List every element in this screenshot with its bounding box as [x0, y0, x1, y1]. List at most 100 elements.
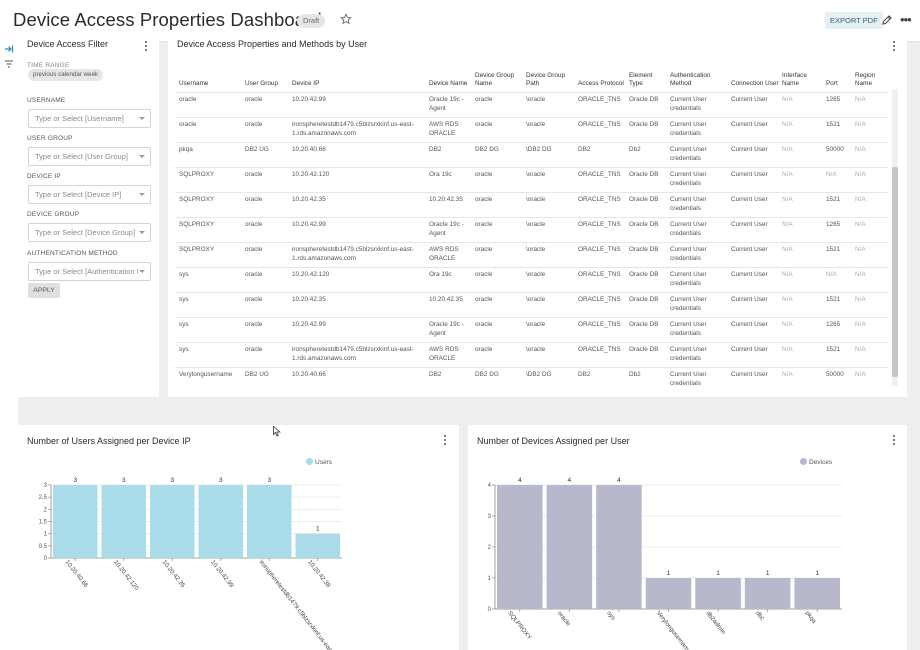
table-cell: AWS RDS ORACLE [429, 121, 459, 137]
column-header[interactable]: Interface Name [782, 72, 807, 87]
column-header[interactable]: Username [179, 80, 209, 87]
chart2-menu-icon[interactable] [892, 435, 896, 447]
table-cell: DB2 DG [475, 146, 499, 153]
x-tick-label: 10.20.42.120 [112, 559, 140, 592]
column-header[interactable]: Access Protocol [578, 80, 624, 87]
page-title: Device Access Properties Dashboard [13, 9, 322, 30]
y-tick-label: 3 [488, 514, 492, 520]
bar [101, 485, 146, 558]
table-cell: Oracle DB [629, 96, 659, 103]
table-panel-menu-icon[interactable] [892, 41, 896, 53]
table-scrollbar[interactable] [892, 89, 898, 386]
table-cell: ORACLE_TNS [578, 196, 621, 203]
data-label: 4 [518, 477, 522, 484]
table-cell: sys [179, 271, 189, 278]
column-header[interactable]: Device Name [429, 80, 468, 87]
table-cell: N/A [855, 246, 866, 253]
table-cell: sys [179, 346, 189, 353]
device-group-select[interactable]: Type or Select [Device Group] [28, 223, 151, 242]
table-row[interactable]: sys oracle 10.20.42.35 10.20.42.35 oracle \or… [175, 292, 888, 318]
time-range-chip[interactable]: previous calendar week [28, 69, 104, 81]
table-cell: oracle [245, 321, 263, 328]
table-row[interactable]: SQLPROXY oracle 10.20.42.120 Ora 19c oracle \… [175, 167, 888, 193]
table-row[interactable]: Verylongusername DB2 UG 10.20.40.66 DB2 DB2 … [175, 367, 888, 387]
expand-sidebar-icon[interactable] [4, 44, 14, 54]
table-cell: Oracle 19c - Agent [429, 96, 464, 112]
table-cell: 50000 [826, 146, 844, 153]
x-tick-label: SQLPROXY [506, 610, 532, 641]
star-icon[interactable] [340, 13, 352, 25]
bar [150, 485, 195, 558]
table-row[interactable]: pkqa DB2 UG 10.20.40.66 DB2 DB2 DG \DB2 DG DB2… [175, 142, 888, 168]
filter-icon[interactable] [4, 59, 14, 69]
table-row[interactable]: SQLPROXY oracle 10.20.42.99 Oracle 19c - Ag… [175, 217, 888, 243]
table-row[interactable]: oracle oracle 10.20.42.99 Oracle 19c - Agen… [175, 92, 888, 118]
bar [695, 578, 741, 609]
table-cell: oracle [245, 246, 263, 253]
table-cell: Current User [731, 221, 768, 228]
table-cell: 50000 [826, 371, 844, 378]
bar [546, 485, 593, 609]
table-cell: Current User [731, 96, 768, 103]
column-header[interactable]: Device Group Path [526, 72, 566, 87]
table-cell: 10.20.40.66 [292, 371, 326, 378]
table-cell: Current User credentials [670, 346, 707, 362]
data-label: 3 [219, 477, 223, 484]
table-cell: ORACLE_TNS [578, 221, 621, 228]
device-ip-label: DEVICE IP [27, 173, 61, 180]
table-cell: oracle [475, 271, 493, 278]
table-cell: Current User [731, 321, 768, 328]
table-cell: Db2 [629, 371, 641, 378]
data-label: 1 [766, 570, 770, 577]
column-header[interactable]: User Group [245, 80, 279, 87]
table-row[interactable]: sys oracle ironspheretestdb1479.c5blzsrxki… [175, 342, 888, 368]
table-row[interactable]: oracle oracle ironspheretestdb1479.c5blzsr… [175, 117, 888, 143]
scrollbar-thumb[interactable] [892, 167, 898, 377]
filter-panel-menu-icon[interactable] [144, 41, 148, 53]
column-header[interactable]: Device Group Name [475, 72, 515, 87]
table-cell: Oracle 19c - Agent [429, 321, 464, 337]
x-tick-label: ironspheretestdb1479.c5blzsrxkinf.us-eas… [258, 559, 346, 650]
column-header[interactable]: Region Name [855, 72, 876, 87]
column-header[interactable]: Connection User [731, 80, 779, 87]
table-cell: oracle [245, 296, 263, 303]
table-cell: ORACLE_TNS [578, 96, 621, 103]
filter-panel: Device Access Filter TIME RANGE previous… [18, 37, 159, 397]
table-cell: 1265 [826, 221, 841, 228]
auth-method-select[interactable]: Type or Select [Authentication Method] [28, 262, 151, 281]
table-cell: sys [179, 296, 189, 303]
y-tick-label: 1 [44, 532, 48, 538]
bar [794, 578, 840, 609]
table-cell: N/A [782, 346, 793, 353]
column-header[interactable]: Element Type [629, 72, 653, 87]
table-cell: 10.20.42.35 [292, 196, 326, 203]
table-cell: N/A [782, 321, 793, 328]
bar [53, 485, 98, 558]
table-cell: 1521 [826, 121, 841, 128]
table-row[interactable]: SQLPROXY oracle 10.20.42.35 10.20.42.35 orac… [175, 192, 888, 218]
apply-button[interactable]: APPLY [28, 283, 60, 298]
left-rail [0, 41, 18, 650]
device-ip-select[interactable]: Type or Select [Device IP] [28, 185, 151, 204]
table-row[interactable]: sys oracle 10.20.42.120 Ora 19c oracle \oracl… [175, 267, 888, 293]
export-pdf-button[interactable]: EXPORT PDF [825, 12, 883, 29]
table-row[interactable]: sys oracle 10.20.42.99 Oracle 19c - Agent or… [175, 317, 888, 343]
column-header[interactable]: Device IP [292, 80, 320, 87]
column-header[interactable]: Authentication Method [670, 72, 711, 87]
table-cell: Ora 19c [429, 271, 452, 278]
table-cell: Oracle DB [629, 271, 659, 278]
x-tick-label: 10.20.40.66 [64, 559, 90, 590]
table-row[interactable]: SQLPROXY oracle ironspheretestdb1479.c5blz… [175, 242, 888, 268]
chart1-menu-icon[interactable] [443, 435, 447, 447]
table-cell: ORACLE_TNS [578, 271, 621, 278]
edit-icon[interactable] [881, 14, 893, 26]
username-select[interactable]: Type or Select [Username] [28, 109, 151, 128]
time-range-label: TIME RANGE [27, 62, 70, 69]
user-group-select[interactable]: Type or Select [User Group] [28, 147, 151, 166]
table-cell: Current User credentials [670, 146, 707, 162]
table-cell: oracle [245, 196, 263, 203]
more-options-icon[interactable]: ••• [900, 12, 912, 27]
column-header[interactable]: Port [826, 80, 838, 87]
chart1-legend: Users [306, 458, 332, 466]
legend-swatch [800, 458, 807, 465]
